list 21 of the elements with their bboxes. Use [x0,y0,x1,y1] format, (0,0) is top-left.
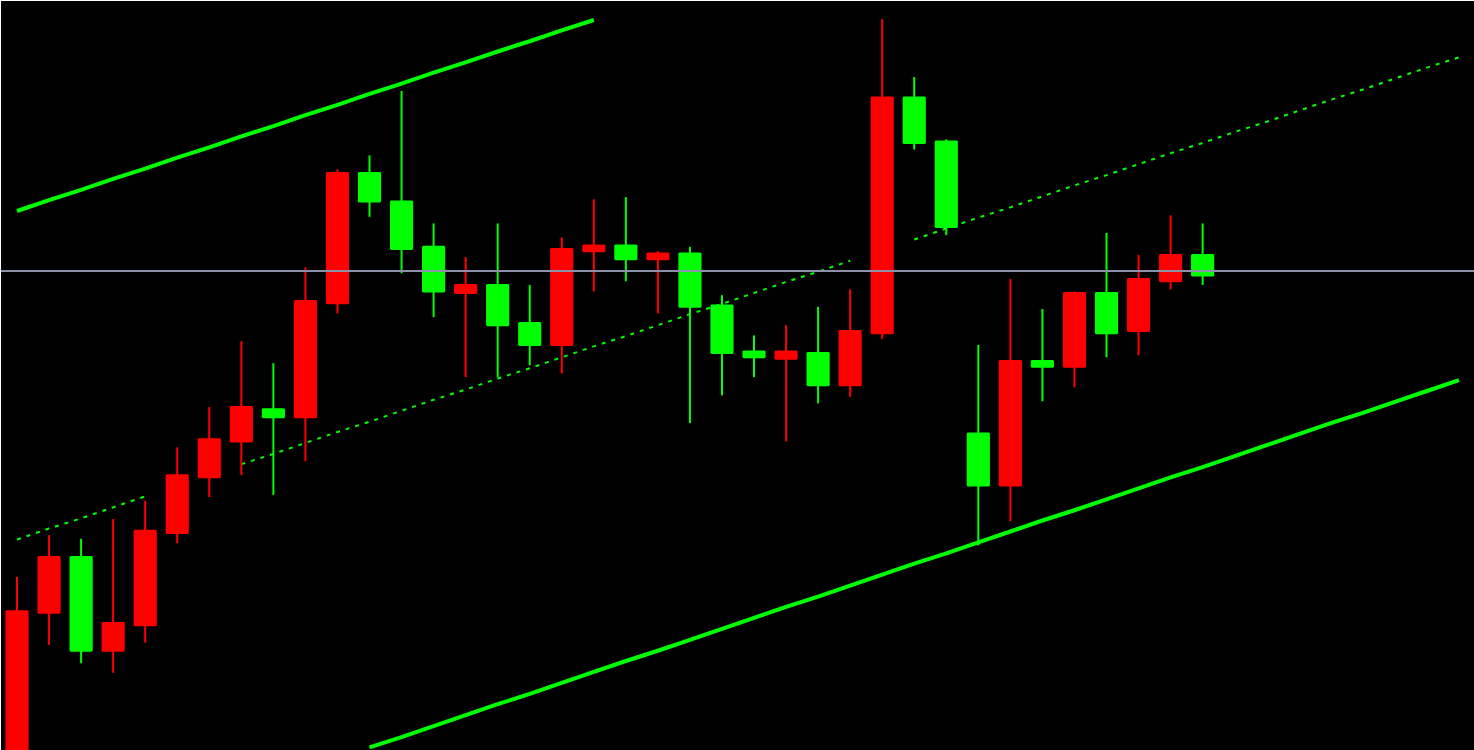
candlestick [1030,308,1054,403]
candlestick [357,154,382,218]
candlestick [774,324,798,443]
candlestick [582,198,606,293]
candlestick [742,334,766,379]
candlestick [614,196,638,283]
candlestick [454,256,478,379]
candlestick [646,250,670,315]
candlestick [197,406,221,499]
candlestick [229,340,253,477]
candlestick [486,222,510,379]
candlestick [261,362,285,496]
candlestick [1159,214,1183,291]
candlestick [806,305,830,405]
candlestick [422,222,446,319]
candlestick [389,90,414,275]
candlestick [1094,231,1119,359]
candlestick [902,76,926,151]
candlestick [518,283,542,367]
candlestick [710,294,734,397]
candlestick [101,518,125,674]
